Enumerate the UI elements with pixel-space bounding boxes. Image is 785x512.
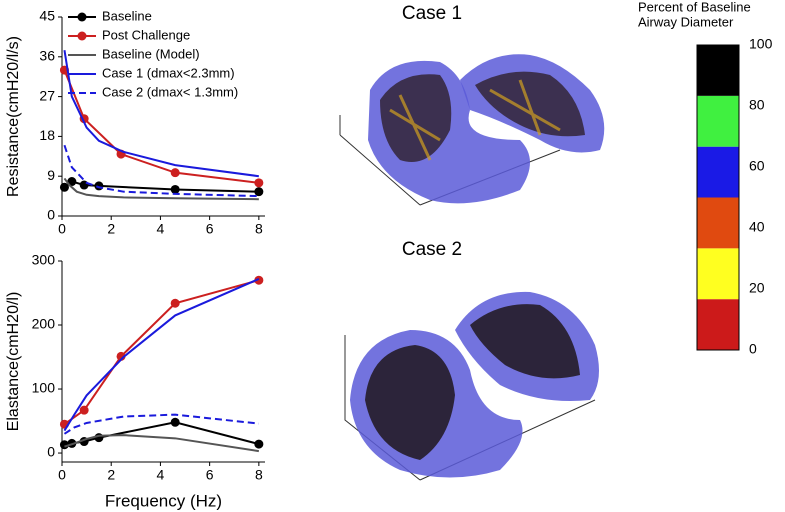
x-axis-label: Frequency (Hz) (105, 491, 222, 510)
point (170, 184, 180, 194)
colorbar-tick-label: 80 (749, 97, 765, 113)
point (59, 440, 69, 450)
series-line (63, 50, 259, 178)
legend-label: Case 1 (dmax<2.3mm) (102, 65, 235, 80)
legend-marker (77, 12, 87, 22)
series-line (64, 421, 260, 446)
colorbar-frame (696, 44, 740, 351)
y-tick-label: 9 (47, 167, 55, 183)
x-tick-label: 8 (255, 221, 263, 237)
point (59, 182, 69, 192)
x-tick-label: 0 (58, 467, 66, 483)
y-tick-label: 18 (39, 127, 55, 143)
y-tick-label: 200 (32, 316, 56, 332)
colorbar-segment (697, 248, 739, 300)
colorbar-segment (697, 197, 739, 249)
y-axis-label: Resistance(cmH20/l/s) (5, 36, 22, 197)
y-tick-label: 0 (47, 444, 55, 460)
x-tick-label: 6 (206, 221, 214, 237)
point (170, 298, 180, 308)
point (170, 168, 180, 178)
series-line (63, 144, 259, 198)
colorbar-tick-label: 0 (749, 341, 757, 357)
colorbar-tick-label: 40 (749, 219, 765, 235)
colorbar-tick-label: 60 (749, 158, 765, 174)
series-line (63, 180, 259, 193)
colorbar-title: Airway Diameter (638, 14, 734, 29)
lung-render-1 (339, 54, 605, 206)
x-tick-label: 4 (157, 467, 165, 483)
colorbar-segment (697, 95, 739, 147)
colorbar-segment (697, 299, 739, 350)
y-tick-label: 100 (32, 380, 56, 396)
point (94, 181, 104, 191)
x-tick-label: 2 (107, 221, 115, 237)
point (254, 178, 264, 188)
y-tick-label: 300 (32, 252, 56, 268)
legend-label: Post Challenge (102, 27, 190, 42)
case-title: Case 1 (402, 3, 462, 24)
y-tick-label: 36 (39, 48, 55, 64)
x-tick-label: 8 (255, 467, 263, 483)
y-tick-label: 27 (39, 87, 55, 103)
series-line (63, 177, 259, 201)
series-line (64, 434, 259, 453)
colorbar-segment (697, 146, 739, 198)
case-title: Case 2 (402, 239, 462, 260)
colorbar-tick-label: 100 (749, 36, 773, 52)
legend-label: Baseline (102, 8, 152, 23)
point (254, 275, 264, 285)
colorbar-segment (697, 45, 739, 96)
y-axis-label: Elastance(cmH20/l) (5, 292, 22, 432)
point (170, 417, 180, 427)
point (254, 187, 264, 197)
colorbar-tick-label: 20 (749, 280, 765, 296)
legend-label: Baseline (Model) (102, 46, 200, 61)
lung-render-2 (344, 291, 599, 481)
series-line (63, 278, 260, 432)
y-tick-label: 0 (47, 207, 55, 223)
x-tick-label: 2 (107, 467, 115, 483)
series-line (63, 279, 260, 426)
legend-label: Case 2 (dmax< 1.3mm) (102, 84, 238, 99)
point (254, 439, 264, 449)
legend-marker (77, 31, 87, 41)
y-tick-label: 45 (39, 8, 55, 24)
x-tick-label: 0 (58, 221, 66, 237)
point (79, 405, 89, 415)
point (94, 433, 104, 443)
colorbar-title: Percent of Baseline (638, 0, 751, 14)
point (79, 180, 89, 190)
x-tick-label: 6 (206, 467, 214, 483)
x-tick-label: 4 (157, 221, 165, 237)
